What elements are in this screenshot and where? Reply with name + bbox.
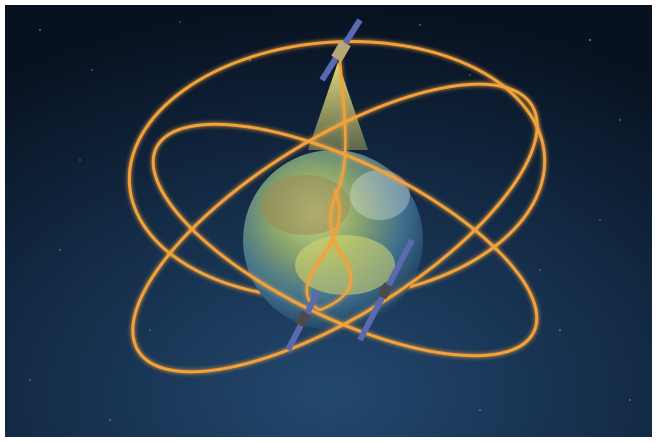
satellite-body — [377, 282, 393, 300]
satellite — [285, 290, 321, 352]
continent — [295, 235, 395, 295]
signal-beam — [308, 62, 368, 150]
stars — [29, 21, 631, 421]
satellite — [357, 238, 415, 342]
clouds — [350, 170, 410, 220]
satellite-body — [295, 310, 311, 328]
ground-track — [305, 59, 353, 312]
continent — [260, 175, 350, 235]
satellite-body — [331, 40, 351, 62]
satellite — [319, 18, 363, 82]
